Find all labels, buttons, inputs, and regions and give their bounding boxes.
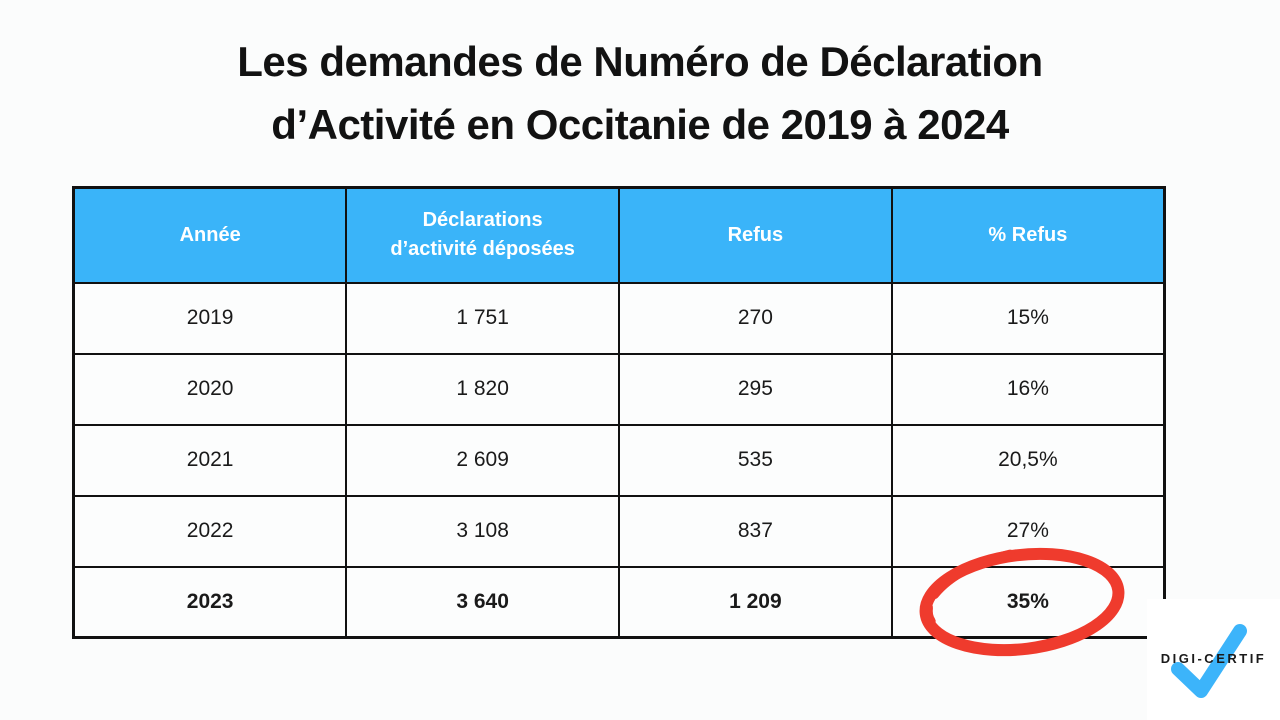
table-header-row: Année Déclarations d’activité déposées R…	[72, 186, 1166, 284]
logo-text: DIGI-CERTIF	[1160, 651, 1267, 666]
cell-declarations: 1 820	[345, 352, 620, 426]
cell-pct-refus: 15%	[890, 281, 1166, 355]
cell-refus: 270	[618, 281, 893, 355]
table-row-2020: 2020 1 820 295 16%	[72, 352, 1166, 426]
page-title-line1: Les demandes de Numéro de Déclaration	[237, 38, 1043, 85]
data-table: Année Déclarations d’activité déposées R…	[72, 186, 1166, 639]
cell-annee: 2022	[72, 494, 348, 568]
page-title-line2: d’Activité en Occitanie de 2019 à 2024	[271, 101, 1009, 148]
cell-pct-refus: 27%	[890, 494, 1166, 568]
page-title: Les demandes de Numéro de Déclaration d’…	[0, 30, 1280, 156]
cell-declarations: 3 640	[345, 565, 620, 639]
cell-annee: 2020	[72, 352, 348, 426]
column-header-pct-refus: % Refus	[890, 186, 1166, 284]
column-header-declarations: Déclarations d’activité déposées	[345, 186, 620, 284]
table-row-2019: 2019 1 751 270 15%	[72, 281, 1166, 355]
cell-refus: 535	[618, 423, 893, 497]
cell-declarations: 2 609	[345, 423, 620, 497]
cell-annee: 2023	[72, 565, 348, 639]
cell-pct-refus: 16%	[890, 352, 1166, 426]
cell-pct-refus: 20,5%	[890, 423, 1166, 497]
digi-certif-logo: DIGI-CERTIF	[1147, 599, 1280, 720]
cell-refus: 1 209	[618, 565, 893, 639]
cell-pct-refus: 35%	[890, 565, 1166, 639]
cell-refus: 837	[618, 494, 893, 568]
table-row-2023: 2023 3 640 1 209 35%	[72, 565, 1166, 639]
column-header-annee: Année	[72, 186, 348, 284]
cell-declarations: 1 751	[345, 281, 620, 355]
cell-annee: 2019	[72, 281, 348, 355]
column-header-refus: Refus	[618, 186, 893, 284]
cell-annee: 2021	[72, 423, 348, 497]
checkmark-icon	[1171, 624, 1247, 698]
cell-refus: 295	[618, 352, 893, 426]
cell-declarations: 3 108	[345, 494, 620, 568]
table-row-2021: 2021 2 609 535 20,5%	[72, 423, 1166, 497]
table-row-2022: 2022 3 108 837 27%	[72, 494, 1166, 568]
